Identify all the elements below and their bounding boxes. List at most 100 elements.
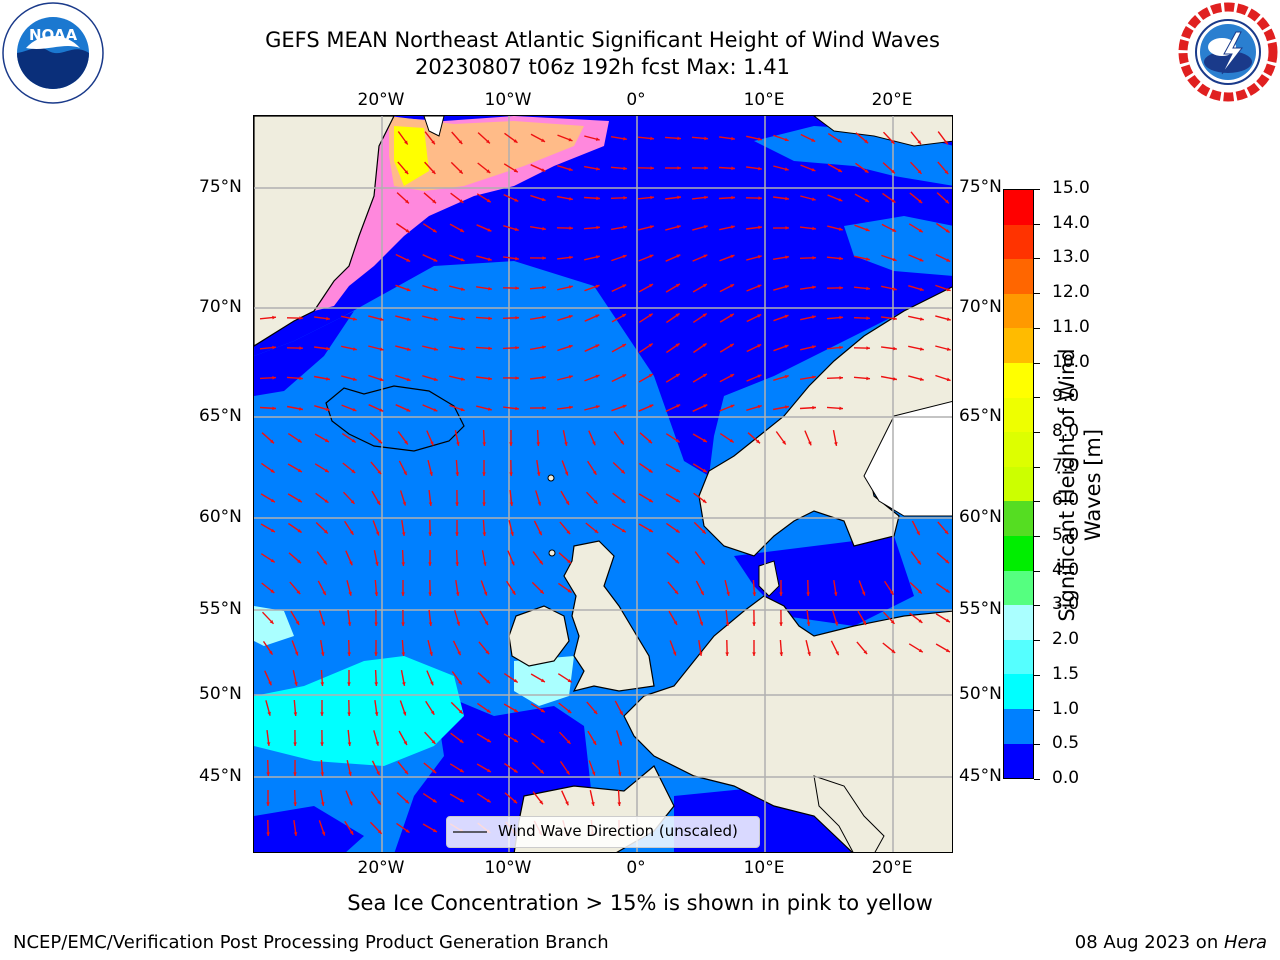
wind-wave-arrowhead: [428, 622, 433, 626]
wind-wave-arrowhead: [433, 287, 438, 292]
colorbar-bin: [1004, 501, 1033, 536]
wind-wave-arrowhead: [945, 199, 949, 204]
wind-wave-arrowhead: [406, 287, 411, 292]
wind-wave-arrowhead: [460, 287, 465, 291]
lat-tick-left: 50°N: [199, 684, 242, 704]
wind-wave-arrowhead: [374, 712, 379, 716]
wind-wave-arrowhead: [620, 469, 625, 474]
colorbar-tick-label: 11.0: [1052, 316, 1090, 337]
lat-tick-right: 65°N: [959, 406, 1002, 426]
lon-tick-bottom: 0°: [626, 858, 646, 878]
lon-tick-top: 10°W: [484, 90, 532, 110]
wind-wave-arrowhead: [537, 501, 541, 506]
ocean-higher-waves-west: [254, 606, 294, 646]
wind-wave-arrowhead: [650, 166, 654, 170]
wind-wave-arrowhead: [404, 770, 408, 775]
colorbar-bin: [1004, 639, 1033, 675]
wind-wave-arrowhead: [675, 373, 680, 378]
wind-wave-arrowhead: [866, 316, 870, 320]
colorbar-tick-mark: [1034, 640, 1040, 642]
wind-wave-arrowhead: [568, 315, 573, 319]
wind-wave-arrowhead: [725, 652, 729, 656]
wind-wave-arrowhead: [596, 167, 600, 171]
wind-wave-arrowhead: [806, 592, 810, 596]
wind-wave-arrowhead: [752, 592, 757, 596]
wind-wave-arrowhead: [377, 800, 381, 805]
wind-wave-arrowhead: [729, 343, 734, 348]
wind-wave-arrowhead: [595, 137, 600, 141]
wind-wave-arrowhead: [268, 681, 272, 686]
wind-wave-arrowhead: [835, 651, 839, 656]
wind-wave-arrowhead: [725, 622, 730, 626]
wind-wave-arrowhead: [891, 649, 896, 653]
wind-wave-arrowhead: [267, 711, 271, 716]
wind-wave-arrowhead: [401, 622, 405, 626]
colorbar-tick-label: 0.0: [1052, 768, 1080, 788]
wind-wave-arrowhead: [918, 648, 923, 653]
wind-wave-arrowhead: [812, 256, 816, 260]
wind-wave-arrowhead: [428, 592, 432, 596]
wind-wave-arrowhead: [487, 407, 492, 411]
lon-tick-bottom: 10°W: [484, 858, 532, 878]
colorbar-tick-mark: [1034, 605, 1040, 607]
wind-wave-arrowhead: [296, 590, 301, 595]
lat-tick-left: 75°N: [199, 177, 242, 197]
wind-wave-arrowhead: [568, 375, 573, 379]
wind-wave-arrowhead: [542, 285, 546, 290]
hebrides-islands: [548, 549, 556, 557]
wind-wave-arrowhead: [944, 140, 948, 145]
colorbar-tick-label: 13.0: [1052, 247, 1090, 268]
wind-wave-arrowhead: [564, 442, 568, 446]
wind-wave-arrowhead: [353, 347, 357, 351]
great-britain-land: [563, 540, 655, 692]
wind-wave-arrowhead: [650, 195, 654, 200]
wind-wave-arrowhead: [402, 682, 406, 686]
wind-wave-arrowhead: [270, 439, 274, 444]
wind-wave-arrowhead: [566, 770, 570, 775]
wind-wave-arrowhead: [673, 620, 677, 625]
wind-wave-arrowhead: [351, 469, 356, 473]
wind-wave-arrowhead: [752, 652, 756, 656]
wind-wave-arrowhead: [514, 227, 519, 231]
wind-wave-arrowhead: [433, 377, 438, 381]
wind-wave-arrowhead: [515, 256, 519, 261]
wind-wave-arrowhead: [811, 138, 816, 142]
wind-wave-arrowhead: [785, 196, 789, 201]
wind-wave-arrowhead: [677, 195, 681, 200]
wave-height-map[interactable]: [253, 115, 953, 853]
wind-wave-arrowhead: [375, 562, 379, 566]
wind-wave-arrowhead: [811, 197, 816, 201]
wind-wave-arrowhead: [564, 471, 569, 476]
wind-wave-arrowhead: [918, 619, 923, 623]
colorbar-tick-label: 12.0: [1052, 282, 1090, 303]
wind-wave-arrowhead: [677, 136, 681, 141]
wind-wave-arrowhead: [698, 652, 703, 656]
wind-wave-arrowhead: [325, 407, 330, 411]
wind-wave-arrowhead: [701, 560, 705, 565]
wind-wave-arrowhead: [430, 681, 434, 686]
wind-wave-arrowhead: [486, 679, 490, 684]
map-title: GEFS MEAN Northeast Atlantic Significant…: [265, 28, 940, 52]
wind-wave-arrowhead: [862, 620, 866, 625]
wind-wave-arrowhead: [702, 373, 707, 378]
wind-wave-arrowhead: [348, 591, 352, 596]
lon-tick-bottom: 20°E: [871, 858, 913, 878]
wind-wave-arrowhead: [428, 562, 432, 566]
wind-wave-arrowhead: [758, 196, 762, 200]
wind-wave-arrowhead: [622, 314, 626, 318]
wind-wave-arrowhead: [404, 170, 409, 175]
wind-wave-arrowhead: [649, 404, 654, 408]
wind-wave-arrowhead: [785, 226, 789, 230]
wind-wave-arrowhead: [839, 286, 843, 290]
wind-wave-arrowhead: [700, 591, 704, 596]
wind-wave-arrowhead: [568, 285, 573, 289]
wind-wave-arrowhead: [731, 225, 735, 229]
wind-wave-arrowhead: [834, 621, 838, 626]
wind-wave-arrowhead: [374, 652, 378, 656]
wind-wave-arrowhead: [891, 199, 896, 203]
wind-wave-arrowhead: [455, 592, 460, 596]
wind-wave-arrowhead: [374, 622, 378, 626]
wind-wave-arrowhead: [297, 529, 302, 533]
colorbar-tick-mark: [1034, 431, 1040, 433]
wind-wave-arrowhead: [320, 712, 324, 716]
